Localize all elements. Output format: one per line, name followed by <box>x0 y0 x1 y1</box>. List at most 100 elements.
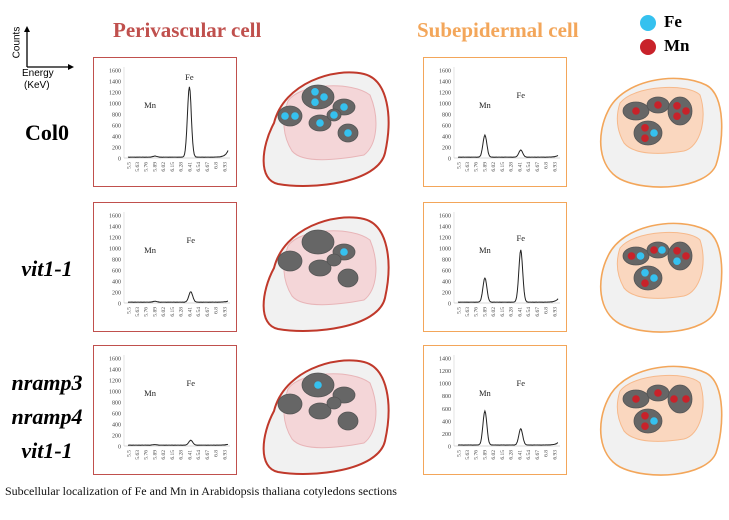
fe-dot-icon <box>344 129 352 137</box>
spectrum-chart: 0 200 400 600 800 1000 1200 1400 1600 5.5 5.63 5.76… <box>423 202 567 332</box>
y-tick-label: 1000 <box>439 382 451 388</box>
y-tick-label: 1400 <box>109 368 121 374</box>
x-tick-label: 6.8 <box>544 307 550 314</box>
axis-arrows-icon <box>24 26 74 70</box>
x-tick-label: 6.41 <box>517 162 523 172</box>
y-tick-label: 1200 <box>109 236 121 242</box>
organelle <box>667 96 693 126</box>
y-tick-label: 400 <box>112 423 121 429</box>
x-tick-label: 6.28 <box>179 307 185 317</box>
x-tick-label: 5.63 <box>465 162 471 172</box>
fe-dot-icon <box>658 246 666 254</box>
fe-dot-icon <box>340 248 348 256</box>
fe-dot-icon <box>650 417 658 425</box>
x-tick-label: 6.28 <box>509 162 515 172</box>
y-tick-label: 1000 <box>109 247 121 253</box>
axis-key-unit: (KeV) <box>24 80 50 91</box>
x-tick-label: 5.63 <box>465 307 471 317</box>
mn-dot-icon <box>650 246 658 254</box>
x-tick-label: 6.28 <box>509 307 515 317</box>
fe-dot-icon <box>650 274 658 282</box>
mn-dot-icon <box>682 395 690 403</box>
y-tick-label: 1600 <box>109 357 121 363</box>
organelle <box>308 259 332 277</box>
x-tick-label: 6.02 <box>491 307 497 317</box>
mn-dot-icon <box>682 107 690 115</box>
fe-dot-icon <box>320 93 328 101</box>
fe-dot-icon <box>636 252 645 260</box>
subepidermal-cell-diagram <box>588 206 728 338</box>
y-tick-label: 800 <box>442 258 451 264</box>
peak-label-fe: Fe <box>187 378 196 388</box>
x-tick-label: 6.41 <box>187 307 193 317</box>
fe-dot-icon <box>673 257 681 265</box>
y-tick-label: 1200 <box>109 91 121 97</box>
mn-dot-icon <box>654 101 662 109</box>
x-tick-label: 6.93 <box>552 450 558 460</box>
row-label-line: nramp3 <box>11 370 83 395</box>
y-tick-label: 0 <box>118 302 121 308</box>
y-tick-label: 1000 <box>109 102 121 108</box>
y-tick-label: 800 <box>112 258 121 264</box>
y-tick-label: 600 <box>112 269 121 275</box>
organelle <box>337 123 359 143</box>
legend-label: Mn <box>664 36 690 55</box>
fe-dot-icon <box>330 111 338 119</box>
organelle <box>337 411 359 431</box>
x-tick-label: 6.54 <box>196 162 202 172</box>
x-tick-label: 6.15 <box>500 307 506 317</box>
organelle <box>622 246 650 266</box>
y-tick-label: 200 <box>112 291 121 297</box>
mn-dot-icon <box>641 124 649 132</box>
y-tick-label: 1200 <box>439 236 451 242</box>
x-tick-label: 5.5 <box>456 162 462 169</box>
x-tick-label: 5.5 <box>126 307 132 314</box>
fe-dot-icon <box>316 119 324 127</box>
x-tick-label: 6.28 <box>179 162 185 172</box>
y-tick-label: 1000 <box>439 247 451 253</box>
fe-dot-icon <box>641 269 649 277</box>
x-tick-label: 6.15 <box>500 162 506 172</box>
peak-label-mn: Mn <box>144 388 157 398</box>
organelle <box>301 84 335 110</box>
y-tick-label: 1600 <box>439 69 451 75</box>
organelle <box>308 402 332 420</box>
organelle <box>277 393 303 415</box>
x-tick-label: 6.67 <box>205 162 211 172</box>
peak-label-mn: Mn <box>479 100 492 110</box>
y-tick-label: 1600 <box>109 214 121 220</box>
spectrum-line <box>127 439 229 446</box>
row-label-vit1: vit1-1 <box>2 252 92 286</box>
peak-label-fe: Fe <box>517 233 526 243</box>
y-tick-label: 400 <box>442 419 451 425</box>
x-tick-label: 6.02 <box>491 450 497 460</box>
peak-label-fe: Fe <box>187 235 196 245</box>
subepidermal-cell-diagram <box>588 349 728 481</box>
x-tick-label: 6.28 <box>179 450 185 460</box>
x-tick-label: 6.15 <box>500 450 506 460</box>
organelle <box>301 229 335 255</box>
y-tick-label: 200 <box>112 434 121 440</box>
y-tick-label: 1400 <box>109 225 121 231</box>
spectrum-chart: 0 200 400 600 800 1000 1200 1400 1600 5.5 5.63 5.76… <box>93 57 237 187</box>
perivascular-cell-diagram <box>252 206 392 338</box>
mn-dot-icon <box>673 102 681 110</box>
y-tick-label: 0 <box>448 157 451 163</box>
x-tick-label: 5.5 <box>456 307 462 314</box>
x-tick-label: 5.76 <box>144 307 150 317</box>
x-tick-label: 5.5 <box>126 450 132 457</box>
mn-dot-icon <box>641 412 649 420</box>
fe-dot-icon <box>311 98 319 106</box>
x-tick-label: 5.5 <box>126 162 132 169</box>
row-label-col0: Col0 <box>2 116 92 150</box>
mn-dot-icon <box>673 112 681 120</box>
x-tick-label: 6.8 <box>214 307 220 314</box>
x-tick-label: 6.41 <box>187 450 193 460</box>
x-tick-label: 6.41 <box>517 307 523 317</box>
x-tick-label: 5.89 <box>482 450 488 460</box>
y-tick-label: 600 <box>442 269 451 275</box>
fe-dot-icon <box>314 381 322 389</box>
peak-label-fe: Fe <box>185 72 194 82</box>
x-tick-label: 6.93 <box>552 307 558 317</box>
x-tick-label: 5.63 <box>135 307 141 317</box>
